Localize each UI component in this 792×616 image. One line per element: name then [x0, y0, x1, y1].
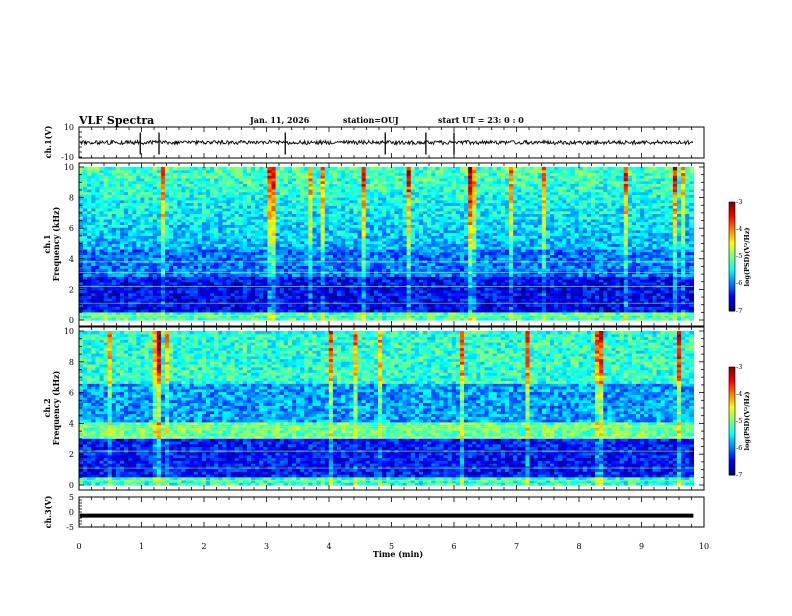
figure-title: VLF Spectra [78, 114, 154, 127]
ch1-ytick-top: 10 [64, 123, 74, 132]
ch1-waveform-trace [80, 141, 693, 145]
ch1-spectrogram-cells [79, 167, 694, 321]
ch1-waveform-panel: ch.1(V) 10 -10 [43, 123, 704, 162]
start-ut-label: start UT = 23: 0 : 0 [438, 115, 524, 125]
date-label: Jan. 11, 2026 [249, 115, 310, 125]
ch1-waveform-ylabel: ch.1(V) [43, 125, 53, 158]
station-label: station=OUJ [343, 115, 399, 125]
ch1-ytick-bottom: -10 [61, 153, 74, 162]
